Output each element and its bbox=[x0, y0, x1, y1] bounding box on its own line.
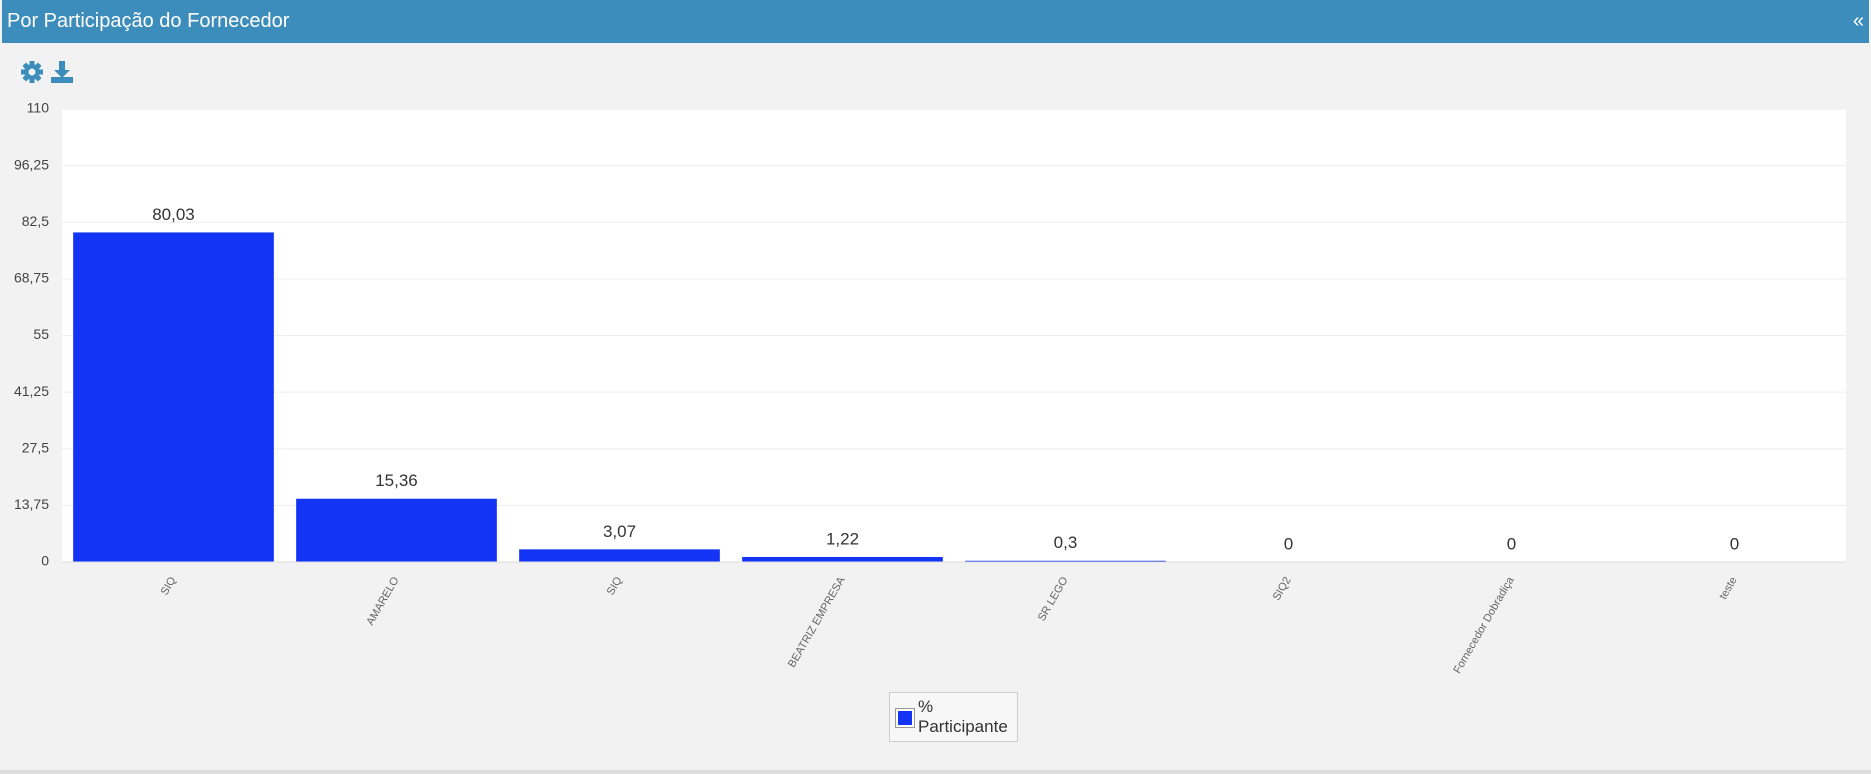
y-tick-label: 68,75 bbox=[14, 270, 49, 286]
x-tick-label: BEATRIZ EMPRESA bbox=[786, 574, 848, 669]
legend-label: % Participante bbox=[918, 697, 1008, 736]
x-tick-label: SIQ bbox=[159, 575, 179, 598]
bar bbox=[742, 556, 943, 562]
data-label: 0 bbox=[1730, 534, 1739, 553]
data-label: 80,03 bbox=[152, 205, 195, 224]
panel-border bbox=[0, 770, 1871, 774]
bar bbox=[73, 232, 274, 562]
panel-header: Por Participação do Fornecedor « bbox=[2, 0, 1869, 43]
legend-swatch bbox=[895, 708, 915, 728]
settings-icon[interactable] bbox=[21, 61, 43, 83]
data-label: 1,22 bbox=[826, 529, 859, 548]
plot-area bbox=[62, 109, 1846, 562]
download-icon[interactable] bbox=[51, 61, 73, 83]
y-tick-label: 41,25 bbox=[14, 383, 49, 399]
y-tick-label: 96,25 bbox=[14, 156, 49, 172]
data-label: 0,3 bbox=[1054, 533, 1078, 552]
x-tick-label: AMARELO bbox=[364, 575, 402, 628]
legend[interactable]: % Participante bbox=[889, 692, 1018, 742]
x-tick-label: teste bbox=[1717, 575, 1739, 602]
y-tick-label: 13,75 bbox=[14, 496, 49, 512]
data-label: 0 bbox=[1284, 534, 1293, 553]
x-tick-label: Fornecedor Dobradiça bbox=[1451, 574, 1517, 676]
data-label: 0 bbox=[1507, 534, 1516, 553]
x-tick-label: SIQ bbox=[605, 575, 625, 598]
collapse-button[interactable]: « bbox=[1852, 10, 1864, 32]
bar bbox=[965, 560, 1166, 562]
y-tick-label: 110 bbox=[27, 100, 50, 116]
panel-title: Por Participação do Fornecedor bbox=[7, 10, 290, 32]
y-tick-label: 55 bbox=[33, 326, 49, 342]
y-tick-label: 0 bbox=[41, 553, 49, 569]
data-label: 15,36 bbox=[375, 471, 418, 490]
data-label: 3,07 bbox=[603, 522, 636, 541]
bar bbox=[296, 498, 497, 562]
x-tick-label: SIQ2 bbox=[1271, 575, 1294, 603]
x-tick-label: SR LEGO bbox=[1036, 575, 1071, 624]
y-tick-label: 27,5 bbox=[22, 439, 49, 455]
bar bbox=[519, 549, 720, 562]
y-tick-label: 82,5 bbox=[22, 213, 49, 229]
